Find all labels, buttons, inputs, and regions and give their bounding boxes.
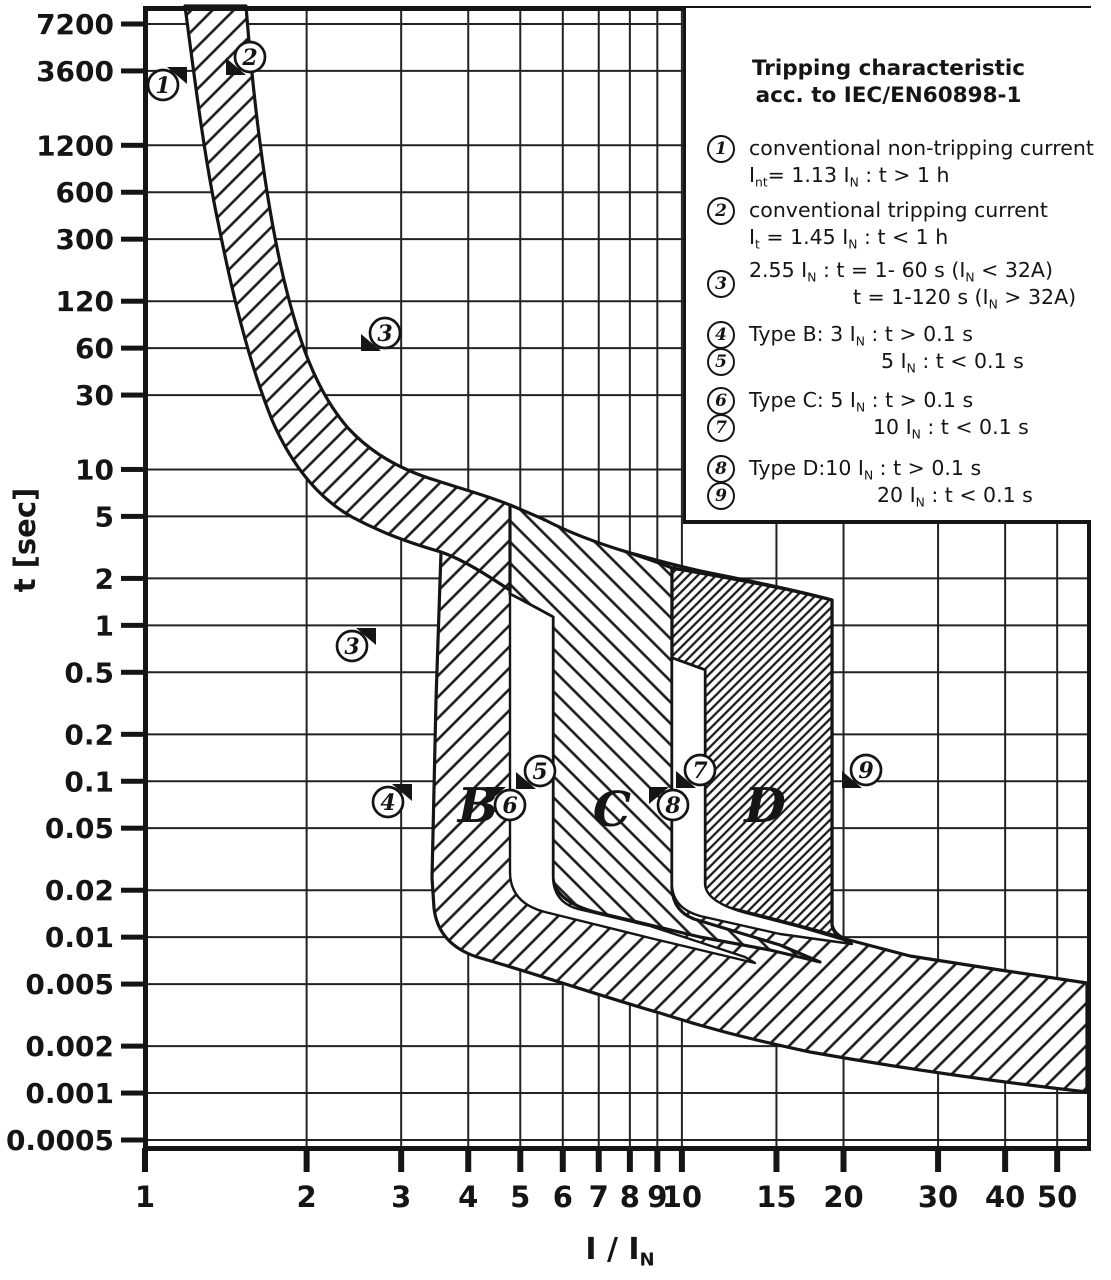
svg-text:20: 20 bbox=[823, 1180, 863, 1214]
legend-item-number-4: 4 bbox=[707, 321, 735, 349]
svg-text:1200: 1200 bbox=[36, 129, 114, 162]
legend-item-number-7: 7 bbox=[707, 414, 735, 442]
svg-text:50: 50 bbox=[1037, 1180, 1077, 1214]
svg-text:10: 10 bbox=[662, 1180, 702, 1214]
marker-3: 3 bbox=[335, 628, 376, 663]
svg-text:3: 3 bbox=[391, 1180, 411, 1214]
legend-box: Tripping characteristic acc. to IEC/EN60… bbox=[683, 8, 1094, 524]
svg-text:8: 8 bbox=[664, 793, 680, 819]
x-axis-title: I / IN bbox=[585, 1232, 655, 1271]
axes-border bbox=[121, 6, 1091, 1172]
svg-text:0.001: 0.001 bbox=[25, 1077, 114, 1110]
svg-text:7200: 7200 bbox=[36, 8, 114, 41]
svg-text:30: 30 bbox=[75, 379, 114, 412]
marker-6: 6 bbox=[486, 787, 527, 822]
gap-C-D bbox=[670, 656, 854, 946]
svg-text:1: 1 bbox=[95, 609, 114, 642]
svg-text:2: 2 bbox=[297, 1180, 317, 1214]
tripping-bands bbox=[183, 4, 1089, 1094]
legend-item-text: t = 1-120 s (IN > 32A) bbox=[853, 285, 1077, 312]
svg-text:5: 5 bbox=[510, 1180, 530, 1214]
marker-4: 4 bbox=[371, 784, 412, 819]
svg-text:60: 60 bbox=[75, 332, 114, 365]
x-tick-labels: 1 2 3 4 5 6 7 8 910 15 20 30 40 50 bbox=[135, 1180, 1077, 1214]
y-tick-labels: 7200 3600 1200 600 300 120 60 30 10 5 2 1 0.5 0.2 0.1 0… bbox=[6, 8, 114, 1157]
curve-letter-D: D bbox=[742, 778, 786, 834]
legend-item-number-3: 3 bbox=[707, 270, 735, 298]
legend-title-line1: Tripping characteristic bbox=[751, 56, 1026, 81]
legend-item-text: 2.55 IN : t = 1- 60 s (IN < 32A) bbox=[749, 258, 1053, 285]
svg-text:10: 10 bbox=[75, 453, 114, 486]
svg-text:30: 30 bbox=[918, 1180, 958, 1214]
svg-text:9: 9 bbox=[858, 758, 873, 784]
legend-item-number-8: 8 bbox=[707, 455, 735, 483]
marker-5: 5 bbox=[516, 754, 557, 789]
svg-text:120: 120 bbox=[56, 285, 114, 318]
svg-text:7: 7 bbox=[589, 1180, 609, 1214]
legend-item-text: 10 IN : t < 0.1 s bbox=[873, 415, 1029, 442]
svg-text:0.0005: 0.0005 bbox=[6, 1124, 114, 1157]
svg-text:0.5: 0.5 bbox=[64, 656, 114, 689]
marker-2: 2 bbox=[226, 40, 267, 75]
svg-text:0.2: 0.2 bbox=[64, 718, 114, 751]
svg-text:6: 6 bbox=[553, 1180, 573, 1214]
svg-text:1: 1 bbox=[135, 1180, 155, 1214]
svg-text:0.01: 0.01 bbox=[45, 921, 114, 954]
marker-1: 1 bbox=[146, 67, 187, 102]
svg-text:3600: 3600 bbox=[36, 55, 114, 88]
legend-item-text: 5 IN : t < 0.1 s bbox=[881, 349, 1024, 376]
svg-text:8: 8 bbox=[620, 1180, 640, 1214]
legend-item-number-6: 6 bbox=[707, 387, 735, 415]
legend-item-number-9: 9 bbox=[707, 482, 735, 510]
legend-item-text: conventional tripping current bbox=[749, 198, 1048, 222]
legend-item-text: It = 1.45 IN : t < 1 h bbox=[749, 225, 949, 252]
legend-item-text: Type B: 3 IN : t > 0.1 s bbox=[749, 322, 973, 349]
curve-letters: B C D bbox=[456, 778, 786, 838]
legend-item-text: Type D:10 IN : t > 0.1 s bbox=[749, 456, 982, 483]
svg-text:9: 9 bbox=[647, 1180, 667, 1214]
svg-text:4: 4 bbox=[380, 790, 395, 816]
svg-text:5: 5 bbox=[95, 500, 114, 533]
curve-letter-C: C bbox=[593, 782, 631, 838]
marker-8: 8 bbox=[649, 787, 690, 822]
legend-item-number-2: 2 bbox=[707, 197, 735, 225]
svg-text:0.05: 0.05 bbox=[45, 812, 114, 845]
legend-title: Tripping characteristic acc. to IEC/EN60… bbox=[686, 55, 1091, 109]
marker-7: 7 bbox=[676, 753, 717, 788]
svg-text:3: 3 bbox=[344, 634, 359, 660]
legend-item-text: conventional non-tripping current bbox=[749, 136, 1094, 160]
svg-text:0.1: 0.1 bbox=[64, 765, 114, 798]
svg-text:6: 6 bbox=[502, 793, 517, 819]
svg-text:7: 7 bbox=[692, 758, 708, 784]
svg-text:4: 4 bbox=[458, 1180, 478, 1214]
svg-text:15: 15 bbox=[756, 1180, 796, 1214]
legend-item-number-5: 5 bbox=[707, 348, 735, 376]
legend-item-text: Int= 1.13 IN : t > 1 h bbox=[749, 163, 950, 190]
legend-item-number-1: 1 bbox=[707, 135, 735, 163]
svg-text:40: 40 bbox=[985, 1180, 1025, 1214]
svg-text:2: 2 bbox=[95, 562, 114, 595]
svg-text:600: 600 bbox=[56, 176, 114, 209]
svg-text:300: 300 bbox=[56, 223, 114, 256]
marker-9: 9 bbox=[842, 753, 883, 788]
svg-text:0.02: 0.02 bbox=[45, 874, 114, 907]
svg-text:5: 5 bbox=[532, 759, 547, 785]
legend-item-text: 20 IN : t < 0.1 s bbox=[877, 483, 1033, 510]
legend-item-text: Type C: 5 IN : t > 0.1 s bbox=[749, 388, 974, 415]
svg-text:1: 1 bbox=[155, 73, 170, 99]
svg-text:0.002: 0.002 bbox=[25, 1030, 114, 1063]
svg-text:3: 3 bbox=[377, 321, 392, 347]
gap-B-C bbox=[508, 592, 757, 965]
marker-3: 3 bbox=[361, 316, 402, 351]
curve-letter-B: B bbox=[456, 778, 499, 834]
svg-text:0.005: 0.005 bbox=[25, 968, 114, 1001]
legend-title-line2: acc. to IEC/EN60898-1 bbox=[755, 83, 1022, 108]
svg-text:2: 2 bbox=[241, 45, 257, 71]
y-axis-title: t [sec] bbox=[8, 487, 42, 593]
